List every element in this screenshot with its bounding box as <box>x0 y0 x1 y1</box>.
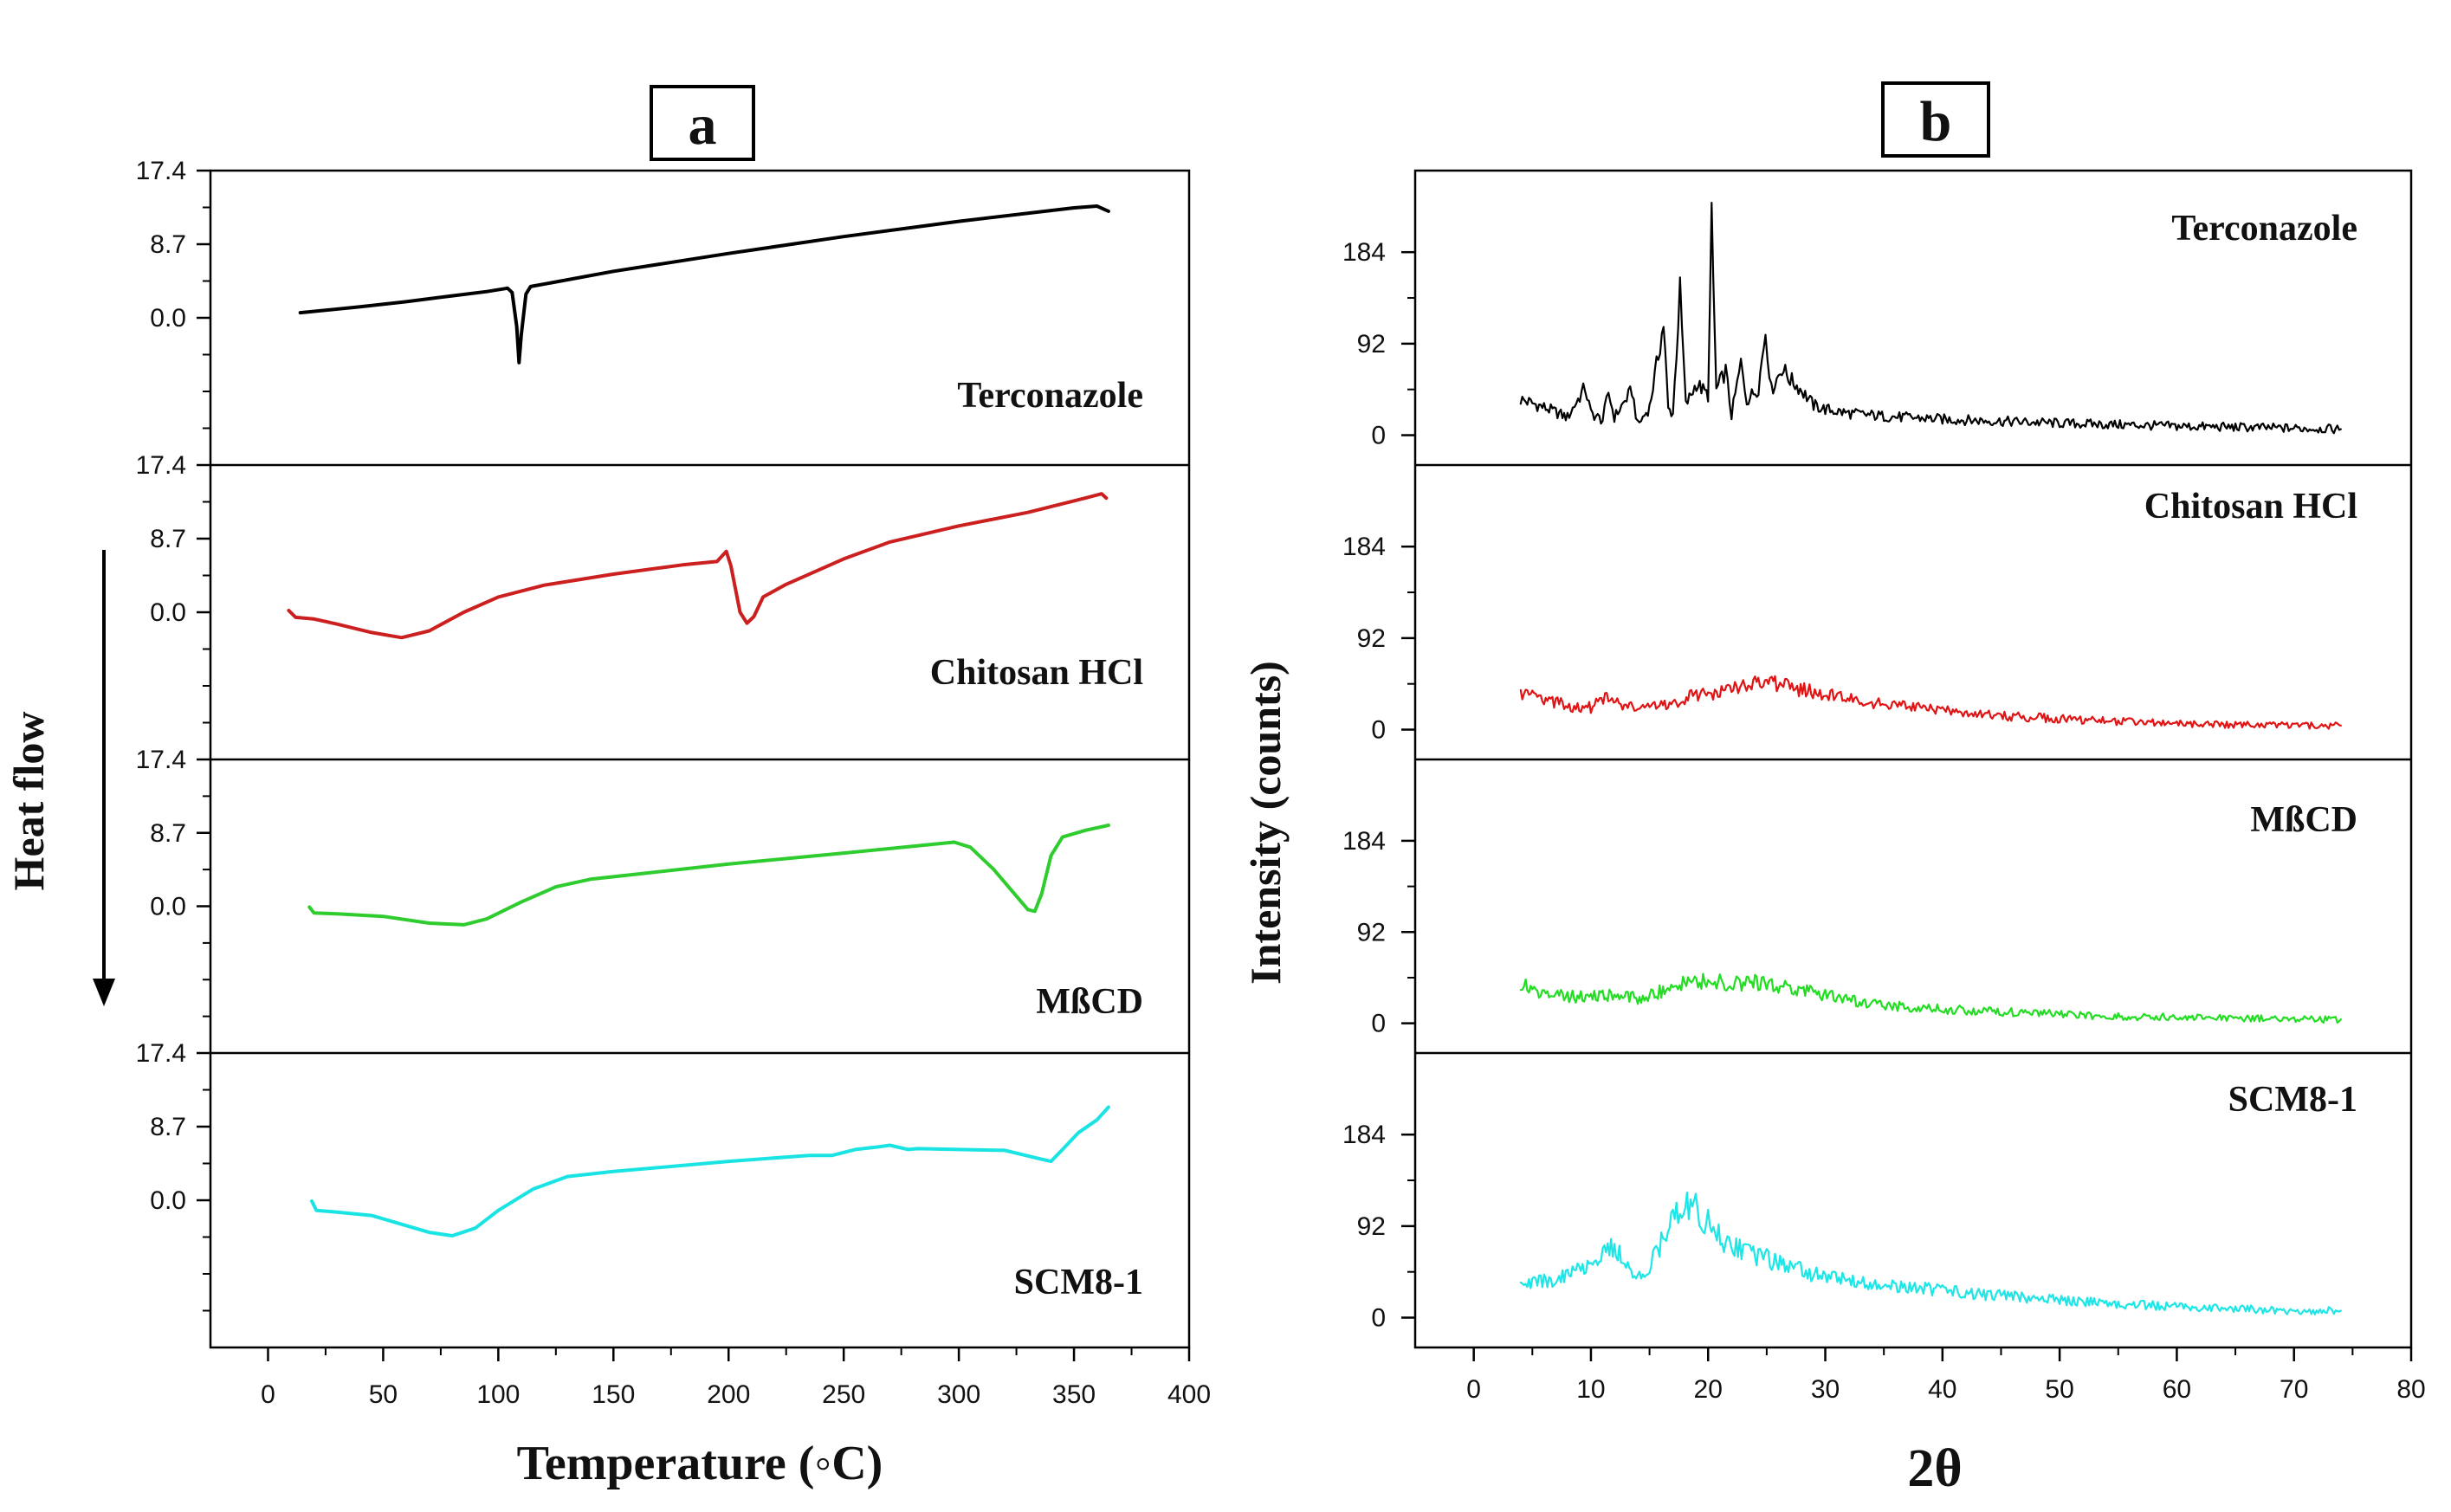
series-line-scm8-1 <box>1519 1192 2342 1315</box>
series-label: MßCD <box>2250 800 2357 840</box>
y-tick-label: 184 <box>1342 238 1386 267</box>
x-tick-label: 0 <box>1466 1375 1481 1404</box>
x-tick-label: 400 <box>1167 1380 1211 1409</box>
y-tick-label: 0 <box>1371 1304 1386 1333</box>
x-tick-label: 50 <box>369 1380 398 1409</box>
panel-label-box <box>1881 81 1990 158</box>
panel-a-dsc: 0 50 100 150 200 250 300 350 400 Temperature (◦C)… <box>4 85 1211 1490</box>
series-label: Chitosan HCl <box>930 653 1143 693</box>
y-tick-label: 92 <box>1357 330 1386 359</box>
x-axis-title: Temperature (◦C) <box>517 1437 883 1490</box>
series-line-m-cd <box>1519 972 2342 1024</box>
y-tick-label: 0.0 <box>150 1186 186 1215</box>
series-label: SCM8-1 <box>1014 1263 1143 1302</box>
series-label: Terconazole <box>957 376 1143 416</box>
y-tick-label: 17.4 <box>136 451 186 480</box>
x-axis-title: 2θ <box>1907 1439 1962 1498</box>
series-line-m-cd <box>307 824 1110 927</box>
y-tick-label: 0.0 <box>150 893 186 921</box>
panel-label-box <box>650 85 755 161</box>
y-tick-label: 17.4 <box>136 157 186 185</box>
panel-label: a <box>689 94 717 157</box>
x-tick-label: 350 <box>1052 1380 1096 1409</box>
y-tick-label: 0.0 <box>150 304 186 333</box>
y-tick-label: 92 <box>1357 918 1386 947</box>
y-tick-label: 8.7 <box>150 819 186 848</box>
y-tick-label: 0 <box>1371 1010 1386 1038</box>
y-axis-title: Intensity (counts) <box>1241 661 1290 985</box>
y-tick-label: 17.4 <box>136 1039 186 1068</box>
x-tick-label: 60 <box>2163 1375 2191 1404</box>
heat-flow-arrow-head <box>93 979 115 1006</box>
x-tick-label: 80 <box>2396 1375 2425 1404</box>
y-tick-label: 17.4 <box>136 746 186 774</box>
x-tick-label: 20 <box>1694 1375 1723 1404</box>
y-tick-label: 8.7 <box>150 525 186 553</box>
series-line-terconazole <box>298 204 1110 365</box>
y-tick-label: 0 <box>1371 422 1386 450</box>
x-tick-label: 0 <box>261 1380 275 1409</box>
y-tick-label: 92 <box>1357 1212 1386 1241</box>
y-axis-title: Heat flow <box>4 712 53 891</box>
series-line-scm8-1 <box>310 1105 1110 1237</box>
y-tick-label: 0.0 <box>150 598 186 627</box>
series-label: SCM8-1 <box>2228 1080 2357 1120</box>
series-line-terconazole <box>1519 202 2342 435</box>
y-tick-label: 0 <box>1371 716 1386 745</box>
x-tick-label: 200 <box>707 1380 750 1409</box>
series-label: Terconazole <box>2171 209 2357 249</box>
x-tick-label: 300 <box>937 1380 980 1409</box>
x-tick-label: 250 <box>822 1380 865 1409</box>
x-tick-label: 30 <box>1811 1375 1840 1404</box>
series-label: MßCD <box>1036 982 1143 1022</box>
x-tick-label: 150 <box>592 1380 635 1409</box>
series-label: Chitosan HCl <box>2144 487 2357 527</box>
y-tick-label: 8.7 <box>150 230 186 259</box>
x-tick-label: 40 <box>1928 1375 1956 1404</box>
panel-label: b <box>1920 90 1952 153</box>
x-tick-label: 50 <box>2045 1375 2073 1404</box>
y-tick-label: 184 <box>1342 533 1386 561</box>
y-tick-label: 184 <box>1342 827 1386 856</box>
y-tick-label: 184 <box>1342 1121 1386 1149</box>
series-line-chitosan-hcl <box>1519 675 2342 730</box>
y-tick-label: 92 <box>1357 624 1386 653</box>
series-line-chitosan-hcl <box>287 492 1109 640</box>
x-tick-label: 100 <box>476 1380 520 1409</box>
panel-b-xrd: 0 10 20 30 40 50 60 70 80 2θ Intensity (counts) b 18… <box>1241 81 2426 1498</box>
y-tick-label: 8.7 <box>150 1113 186 1141</box>
x-tick-label: 70 <box>2280 1375 2308 1404</box>
x-tick-label: 10 <box>1576 1375 1605 1404</box>
